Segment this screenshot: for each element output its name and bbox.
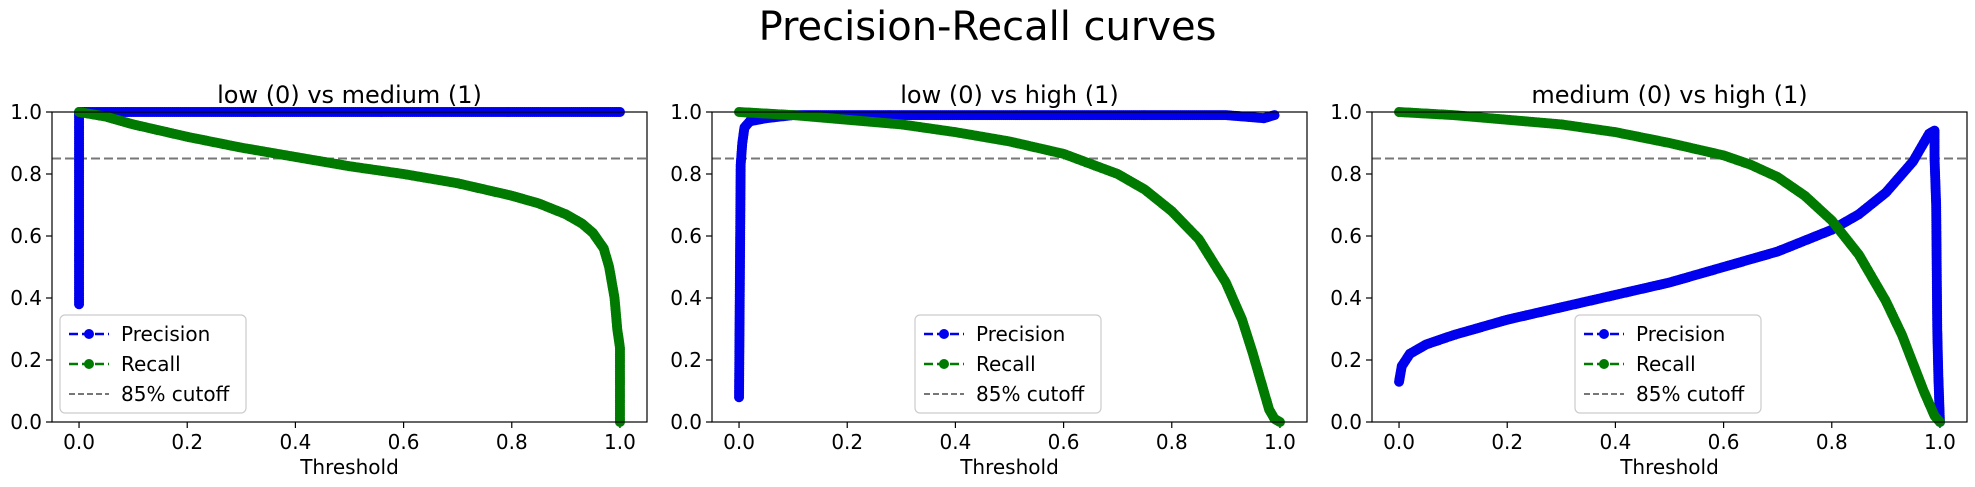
legend-label: 85% cutoff (1636, 382, 1746, 406)
panel-2: low (0) vs high (1) 0.0 0.2 0.4 0.6 0.8 1.0 0.0… (670, 81, 1308, 479)
axes-frame (711, 111, 1308, 423)
x-tick-label: 0.0 (723, 430, 755, 454)
legend-label: Precision (976, 322, 1065, 346)
series-precision (1394, 125, 1945, 427)
legend-label: Recall (121, 352, 181, 376)
legend-marker (939, 329, 949, 339)
legend-box (59, 314, 247, 414)
legend-item: 85% cutoff (924, 382, 1086, 406)
y-tick-label: 0.2 (10, 348, 42, 372)
y-tick-label: 0.4 (1330, 286, 1362, 310)
x-tick-label: 0.2 (1491, 430, 1523, 454)
x-tick-label: 0.4 (280, 430, 312, 454)
series-recall (1394, 107, 1945, 427)
legend-label: Recall (976, 352, 1036, 376)
panel-1: low (0) vs medium (1) 0.0 0.2 0.4 0.6 0.8 1.0 0… (10, 81, 648, 479)
x-tick-label: 0.6 (1048, 430, 1080, 454)
y-tick-label: 0.0 (1330, 410, 1362, 434)
x-tick-label: 0.8 (1156, 430, 1188, 454)
y-tick-label: 0.6 (10, 224, 42, 248)
legend-label: Precision (121, 322, 210, 346)
y-tick-label: 0.4 (670, 286, 702, 310)
y-tick-label: 0.2 (1330, 348, 1362, 372)
legend-item: Precision (69, 322, 210, 346)
legend-item: Recall (69, 352, 181, 376)
legend-label: 85% cutoff (976, 382, 1086, 406)
y-tick-label: 0.8 (10, 162, 42, 186)
legend: Precision Recall 85% cutoff (914, 314, 1102, 414)
legend-label: 85% cutoff (121, 382, 231, 406)
legend-item: Recall (924, 352, 1036, 376)
x-tick-label: 0.8 (1816, 430, 1848, 454)
legend-label: Precision (1636, 322, 1725, 346)
series-recall (74, 107, 625, 427)
legend: Precision Recall 85% cutoff (1574, 314, 1762, 414)
legend-marker (1599, 329, 1609, 339)
x-axis-label: Threshold (959, 455, 1059, 479)
legend-item: Precision (924, 322, 1065, 346)
y-tick-label: 1.0 (670, 100, 702, 124)
y-tick-label: 1.0 (1330, 100, 1362, 124)
x-axis-label: Threshold (299, 455, 399, 479)
axes-frame (1371, 111, 1968, 423)
y-tick-label: 0.6 (670, 224, 702, 248)
legend-marker (1599, 359, 1609, 369)
legend-item: Precision (1584, 322, 1725, 346)
x-tick-label: 0.2 (171, 430, 203, 454)
y-tick-label: 0.4 (10, 286, 42, 310)
y-tick-label: 0.8 (1330, 162, 1362, 186)
series-recall (734, 107, 1285, 427)
y-tick-label: 1.0 (10, 100, 42, 124)
x-tick-label: 0.8 (496, 430, 528, 454)
legend-box (914, 314, 1102, 414)
y-tick-label: 0.0 (10, 410, 42, 434)
x-tick-label: 1.0 (1264, 430, 1296, 454)
y-tick-label: 0.6 (1330, 224, 1362, 248)
x-tick-label: 0.4 (940, 430, 972, 454)
x-tick-label: 0.0 (63, 430, 95, 454)
x-tick-label: 0.6 (1708, 430, 1740, 454)
legend-item: 85% cutoff (69, 382, 231, 406)
figure-title: Precision-Recall curves (759, 4, 1217, 50)
panel-3: medium (0) vs high (1) 0.0 0.2 0.4 0.6 0.8 1.0… (1330, 81, 1968, 479)
y-tick-label: 0.2 (670, 348, 702, 372)
x-tick-label: 0.0 (1383, 430, 1415, 454)
x-tick-label: 1.0 (604, 430, 636, 454)
panel-title: low (0) vs high (1) (900, 81, 1119, 109)
legend: Precision Recall 85% cutoff (59, 314, 247, 414)
legend-box (1574, 314, 1762, 414)
legend-marker (84, 329, 94, 339)
x-tick-label: 1.0 (1924, 430, 1956, 454)
y-tick-label: 0.0 (670, 410, 702, 434)
axes-frame (51, 111, 648, 423)
legend-label: Recall (1636, 352, 1696, 376)
legend-marker (939, 359, 949, 369)
legend-item: Recall (1584, 352, 1696, 376)
panel-title: medium (0) vs high (1) (1531, 81, 1807, 109)
legend-marker (84, 359, 94, 369)
x-tick-label: 0.6 (388, 430, 420, 454)
y-tick-label: 0.8 (670, 162, 702, 186)
panel-title: low (0) vs medium (1) (217, 81, 482, 109)
x-tick-label: 0.2 (831, 430, 863, 454)
x-tick-label: 0.4 (1600, 430, 1632, 454)
panels: low (0) vs medium (1) 0.0 0.2 0.4 0.6 0.8 1.0 0… (10, 81, 1968, 479)
legend-item: 85% cutoff (1584, 382, 1746, 406)
x-axis-label: Threshold (1619, 455, 1719, 479)
